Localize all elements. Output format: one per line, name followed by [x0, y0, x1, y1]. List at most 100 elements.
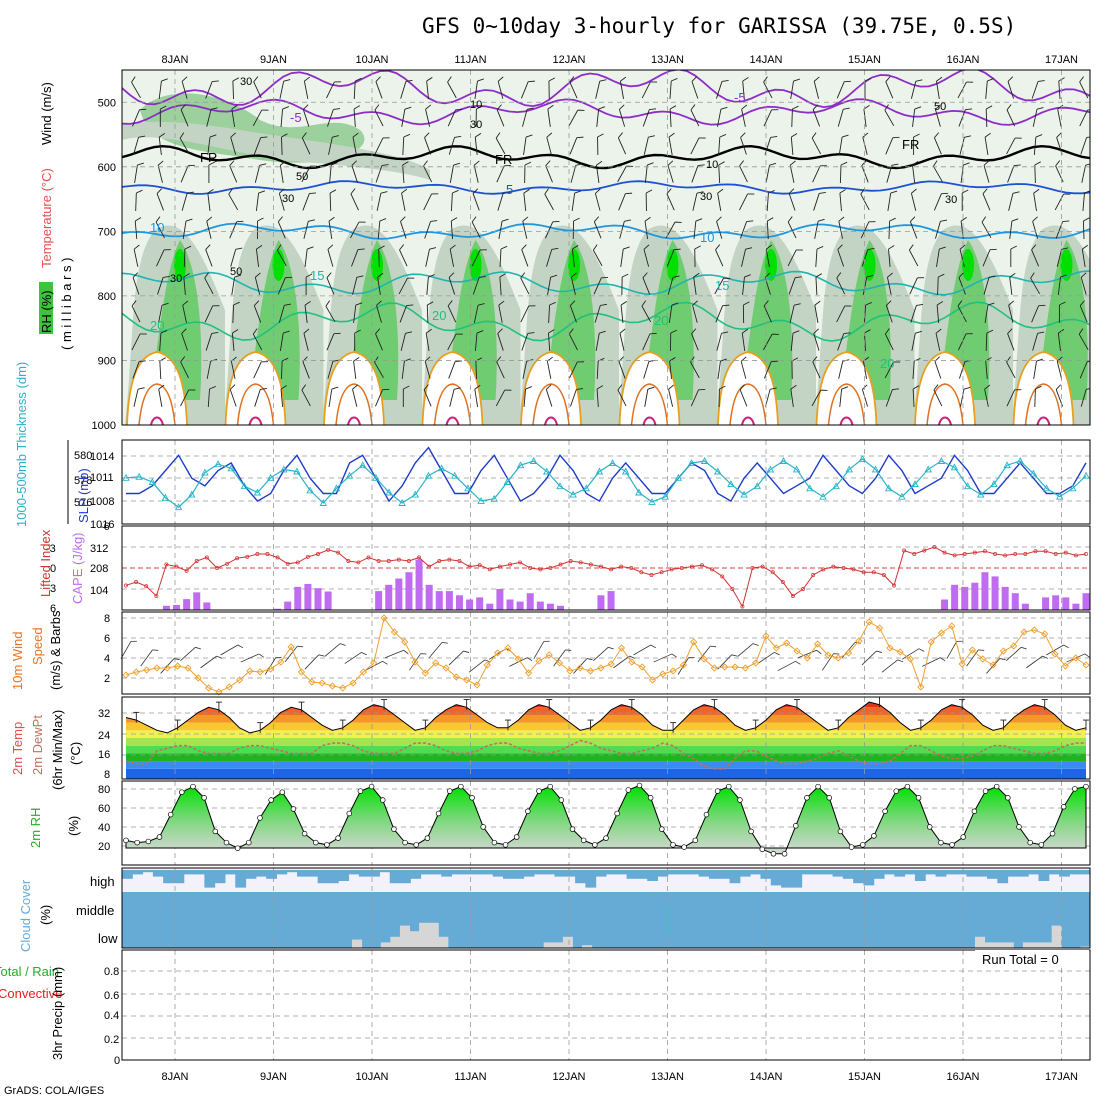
li-marker	[417, 555, 422, 560]
barb-flag	[629, 655, 636, 659]
wind-marker	[380, 614, 388, 622]
wind-marker	[576, 664, 584, 672]
barb-shaft	[523, 193, 527, 211]
wind-barb	[252, 109, 269, 127]
wind-barb	[789, 160, 796, 183]
wind-barb	[597, 133, 604, 156]
wind-marker	[442, 664, 450, 672]
wind-barb	[159, 105, 167, 127]
barb-shaft	[254, 165, 261, 183]
wind-barb	[644, 386, 655, 407]
barb-shaft	[254, 389, 261, 407]
barb-shaft	[498, 305, 503, 323]
barb-flag	[448, 272, 455, 278]
high-cloud-bar	[523, 870, 535, 877]
barb-shaft	[862, 277, 868, 295]
barb-flag	[671, 302, 679, 306]
barb-flag	[1080, 272, 1087, 278]
high-cloud-bar	[286, 870, 298, 873]
high-cloud-bar	[760, 870, 772, 879]
wind-barb	[596, 385, 604, 408]
thickness-marker	[227, 464, 235, 472]
wind-barb	[425, 328, 432, 351]
wind-barb	[1032, 216, 1039, 239]
wind-barb	[912, 385, 920, 408]
wind-barb	[1006, 389, 1022, 407]
li-marker	[922, 548, 927, 553]
wind-barb	[621, 273, 629, 296]
wind-barb	[496, 165, 511, 183]
barb-flag	[649, 333, 657, 335]
barb-flag	[131, 76, 136, 83]
li-marker	[275, 555, 280, 560]
wind-barb	[913, 133, 920, 155]
barb-shaft	[206, 361, 212, 379]
temperature-panel: 32 24 16 8 2m Temp 2m DewPt (6hr Min/Max…	[10, 696, 1091, 790]
barb-shaft	[497, 81, 504, 99]
barb-shaft	[740, 361, 747, 379]
rh-band-bright	[962, 249, 974, 281]
barb-flag	[641, 300, 647, 307]
barb-shaft	[934, 361, 942, 379]
wind-barb	[133, 387, 145, 407]
barb-shaft	[472, 193, 480, 211]
barb-flag	[205, 244, 211, 250]
barb-flag	[333, 332, 341, 335]
wind-barb	[253, 136, 268, 155]
wind-barb	[693, 218, 703, 239]
rh-band-bright	[666, 249, 679, 281]
wind-barb	[133, 135, 146, 155]
li-tick-2: 3	[50, 583, 56, 595]
wind-barb	[861, 247, 875, 267]
barb-shaft	[1055, 165, 1064, 183]
barb-shaft	[425, 109, 431, 127]
barb-flag	[719, 134, 727, 138]
wind-barb	[254, 387, 267, 407]
isotherm-15	[122, 270, 1090, 296]
cape-bar	[314, 588, 322, 610]
wind-barb	[254, 163, 267, 183]
barb-flag	[216, 655, 223, 659]
rh-marker	[1027, 839, 1033, 846]
barb-flag	[752, 643, 759, 646]
barb-shaft	[1032, 109, 1038, 127]
barb-flag	[600, 303, 608, 306]
barb-shaft	[593, 277, 602, 295]
barb-shaft	[424, 137, 432, 155]
cape-bar	[395, 578, 403, 610]
pressure-tick: 800	[98, 291, 116, 303]
pressure-tick: 600	[98, 162, 116, 174]
barb-shaft	[545, 389, 553, 407]
barb-flag	[325, 300, 330, 307]
wind-barb	[812, 356, 821, 379]
wind10m-barb	[220, 644, 244, 656]
wind-barb	[302, 104, 310, 127]
wind-barb	[718, 161, 725, 184]
wind-barb	[353, 302, 363, 323]
barb-flag	[1035, 134, 1043, 138]
barb-flag	[787, 216, 793, 223]
high-cloud-bar	[338, 870, 350, 881]
wind-marker	[359, 668, 368, 676]
barb-shaft	[353, 80, 356, 100]
thickness-marker	[753, 482, 761, 490]
freezing-label: FR	[495, 152, 512, 167]
barb-flag	[669, 105, 677, 110]
barb-flag	[282, 106, 289, 110]
wind-barb	[328, 216, 335, 239]
barb-flag	[671, 78, 678, 82]
barb-shaft	[424, 361, 431, 379]
barb-flag	[720, 106, 728, 110]
barb-shaft	[569, 137, 578, 155]
wind-barb	[180, 356, 189, 379]
high-cloud-bar	[842, 870, 854, 879]
li-marker	[1033, 549, 1038, 554]
wind-barb	[447, 76, 457, 99]
cloud-level-low: low	[98, 931, 118, 946]
barb-shaft	[861, 389, 869, 407]
barb-shaft	[352, 277, 358, 295]
thickness-marker	[990, 480, 998, 488]
barb-shaft	[1031, 81, 1039, 99]
barb-flag	[429, 247, 437, 250]
barb-shaft	[791, 108, 793, 128]
